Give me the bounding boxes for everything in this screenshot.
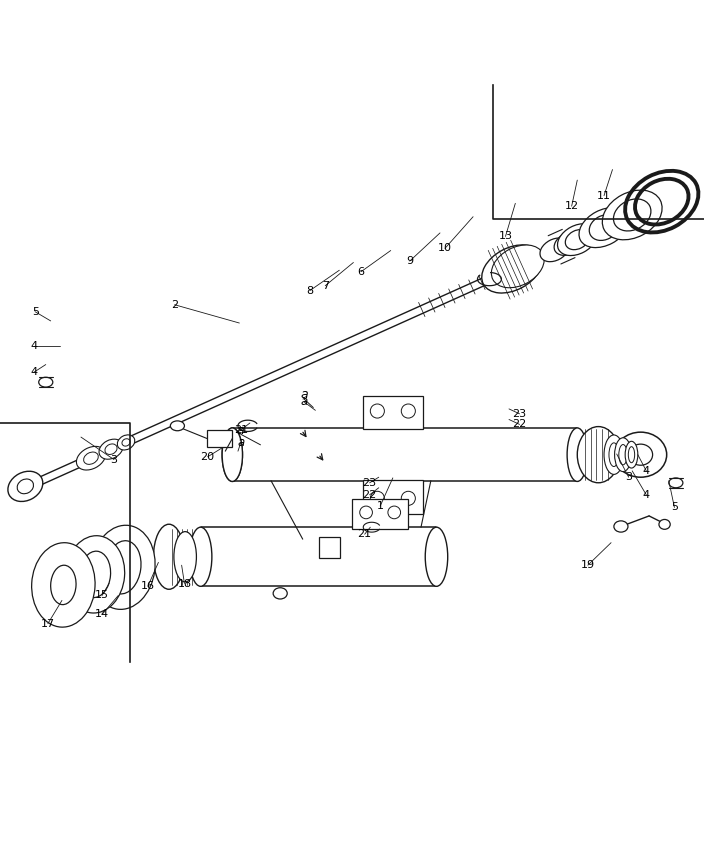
Ellipse shape (370, 492, 384, 505)
Ellipse shape (659, 519, 670, 530)
Text: 12: 12 (565, 201, 579, 212)
Ellipse shape (401, 492, 415, 505)
Bar (363, 396, 422, 429)
Text: 22: 22 (513, 420, 527, 430)
Ellipse shape (540, 238, 569, 261)
Text: 4: 4 (30, 367, 37, 377)
Ellipse shape (577, 426, 620, 483)
Ellipse shape (99, 439, 123, 459)
Ellipse shape (482, 244, 542, 293)
Bar (352, 499, 408, 529)
Ellipse shape (273, 588, 287, 599)
Text: a: a (301, 395, 308, 409)
Text: 20: 20 (201, 452, 215, 462)
Ellipse shape (92, 525, 155, 609)
Ellipse shape (491, 245, 544, 288)
Ellipse shape (65, 536, 125, 613)
Text: 23: 23 (513, 409, 527, 419)
Ellipse shape (669, 478, 683, 488)
Text: 21: 21 (358, 530, 372, 539)
Text: 7: 7 (322, 281, 329, 291)
Text: 19: 19 (581, 560, 595, 570)
Text: 11: 11 (597, 190, 611, 201)
Ellipse shape (77, 447, 106, 470)
Text: 22: 22 (363, 490, 377, 500)
Ellipse shape (614, 521, 628, 532)
Text: 4: 4 (30, 341, 37, 350)
Text: 4: 4 (643, 490, 650, 500)
Ellipse shape (554, 232, 583, 255)
Ellipse shape (603, 190, 662, 239)
Ellipse shape (388, 506, 401, 519)
Text: 23: 23 (363, 478, 377, 488)
Ellipse shape (360, 506, 372, 519)
Ellipse shape (425, 527, 448, 586)
Ellipse shape (629, 444, 653, 465)
Ellipse shape (222, 428, 242, 481)
Ellipse shape (370, 404, 384, 418)
Text: 5: 5 (671, 503, 678, 513)
Ellipse shape (80, 552, 111, 597)
Text: a: a (237, 437, 244, 449)
Ellipse shape (222, 428, 242, 481)
Text: 3: 3 (625, 472, 632, 482)
Text: 3: 3 (111, 454, 118, 464)
Ellipse shape (174, 531, 196, 582)
Text: 17: 17 (41, 618, 55, 629)
Text: 16: 16 (141, 581, 155, 591)
Ellipse shape (604, 435, 624, 475)
Text: 10: 10 (438, 244, 452, 254)
Text: 9: 9 (406, 256, 413, 266)
Text: a: a (237, 424, 244, 437)
Ellipse shape (153, 525, 184, 590)
Bar (207, 430, 232, 447)
Text: 4: 4 (643, 466, 650, 475)
Text: 18: 18 (177, 579, 191, 589)
Text: 21: 21 (234, 425, 248, 435)
Text: 13: 13 (498, 232, 513, 241)
Ellipse shape (558, 223, 597, 255)
Ellipse shape (401, 404, 415, 418)
Text: 5: 5 (32, 307, 39, 316)
Text: a: a (301, 388, 308, 401)
Ellipse shape (51, 565, 76, 605)
Ellipse shape (615, 432, 667, 477)
Ellipse shape (106, 541, 141, 594)
Ellipse shape (567, 428, 587, 481)
Bar (319, 537, 340, 558)
Bar (363, 480, 422, 514)
Text: 15: 15 (95, 591, 109, 601)
Ellipse shape (189, 527, 212, 586)
Text: 6: 6 (358, 266, 365, 277)
Ellipse shape (17, 479, 34, 494)
Ellipse shape (589, 215, 619, 240)
Ellipse shape (8, 471, 43, 502)
Text: 14: 14 (95, 609, 109, 619)
Ellipse shape (565, 229, 589, 250)
Ellipse shape (625, 442, 638, 468)
Ellipse shape (39, 377, 53, 387)
Ellipse shape (170, 421, 184, 431)
Ellipse shape (32, 542, 95, 627)
Ellipse shape (118, 435, 134, 450)
Text: 1: 1 (377, 501, 384, 511)
Text: 8: 8 (306, 286, 313, 295)
Ellipse shape (615, 437, 631, 471)
Text: 2: 2 (171, 299, 178, 310)
Ellipse shape (613, 199, 651, 231)
Ellipse shape (579, 207, 629, 248)
